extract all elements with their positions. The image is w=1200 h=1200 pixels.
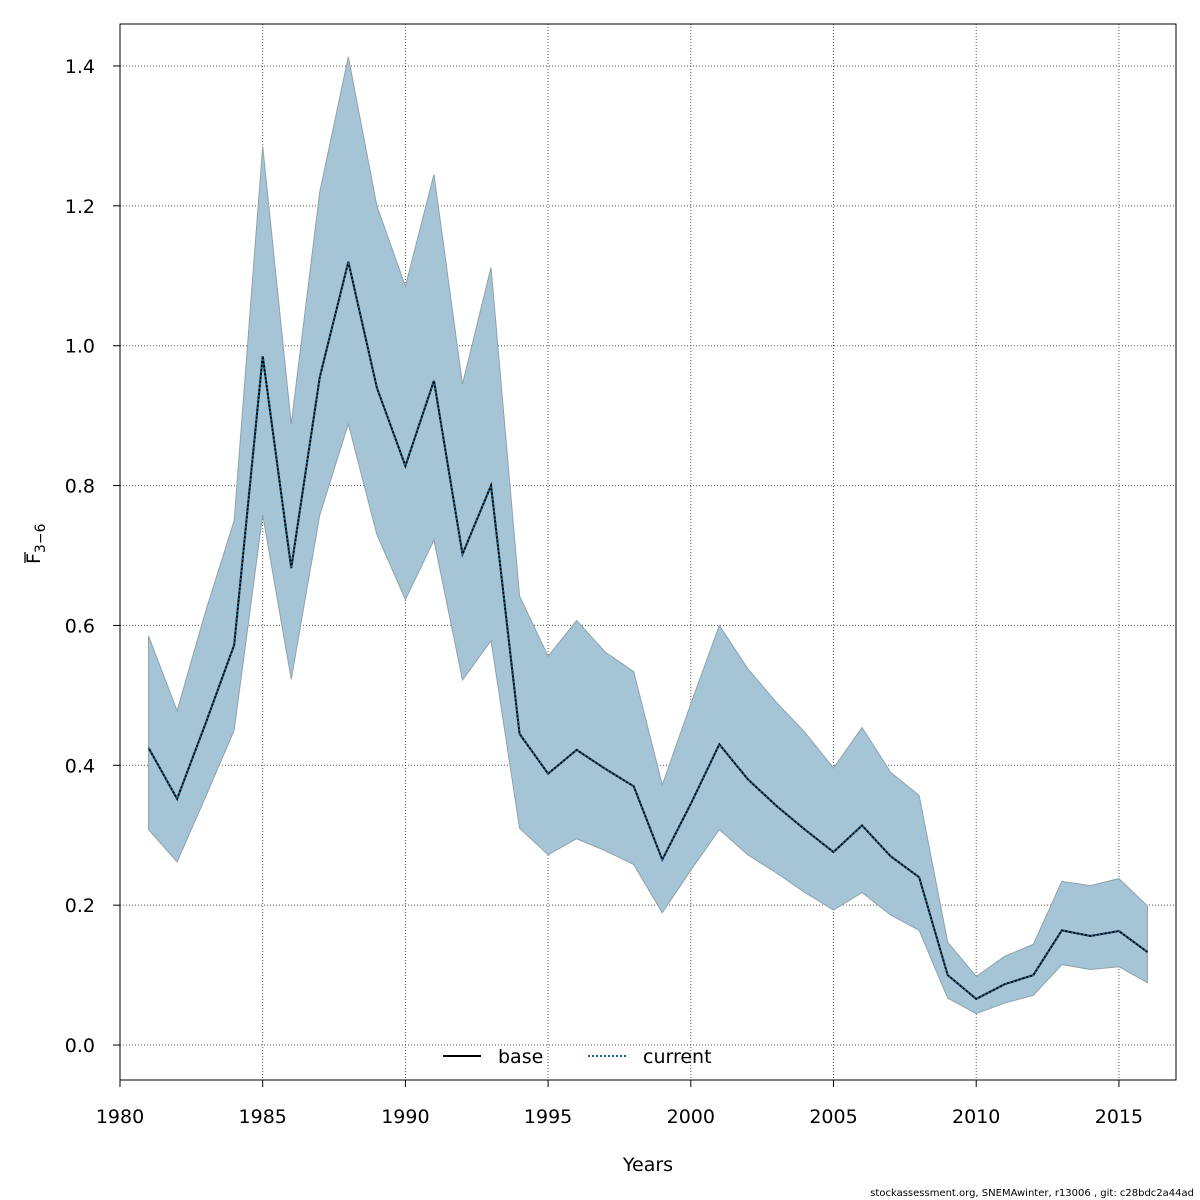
svg-text:F3−6: F3−6 <box>23 523 49 564</box>
x-tick-label: 1995 <box>524 1106 572 1128</box>
y-tick-label: 0.8 <box>65 476 95 498</box>
x-tick-label: 1985 <box>239 1106 287 1128</box>
y-axis-title: F3−6 <box>23 523 49 564</box>
y-tick-labels: 0.0 0.2 0.4 0.6 0.8 1.0 1.2 1.4 <box>65 56 95 1057</box>
confidence-band <box>148 56 1148 1015</box>
x-tick-label: 2015 <box>1095 1106 1143 1128</box>
y-tick-label: 1.2 <box>65 196 95 218</box>
legend-label-base: base <box>498 1046 543 1068</box>
footnote: stockassessment.org, SNEMAwinter, r13006… <box>870 1188 1194 1199</box>
x-tick-labels: 1980 1985 1990 1995 2000 2005 2010 2015 <box>96 1106 1143 1128</box>
legend-label-current: current <box>643 1046 712 1068</box>
series-line-current <box>147 261 1149 1001</box>
confidence-band-layer <box>148 56 1148 1015</box>
x-tick-label: 2005 <box>809 1106 857 1128</box>
legend: base current <box>443 1046 712 1068</box>
x-tick-label: 1980 <box>96 1106 144 1128</box>
y-tick-label: 1.4 <box>65 56 95 78</box>
y-axis-title-main: F <box>23 553 45 564</box>
axes <box>113 65 1120 1087</box>
plot-frame <box>119 23 1177 1081</box>
y-tick-label: 0.4 <box>65 755 95 777</box>
x-tick-label: 1990 <box>381 1106 429 1128</box>
y-tick-label: 0.6 <box>65 615 95 637</box>
series-layer <box>147 261 1149 1001</box>
x-tick-label: 2010 <box>952 1106 1000 1128</box>
x-tick-label: 2000 <box>667 1106 715 1128</box>
y-tick-label: 0.0 <box>65 1035 95 1057</box>
y-tick-label: 1.0 <box>65 336 95 358</box>
y-axis-title-subscript: 3−6 <box>33 523 49 553</box>
y-tick-label: 0.2 <box>65 895 95 917</box>
x-axis-title: Years <box>622 1154 673 1176</box>
